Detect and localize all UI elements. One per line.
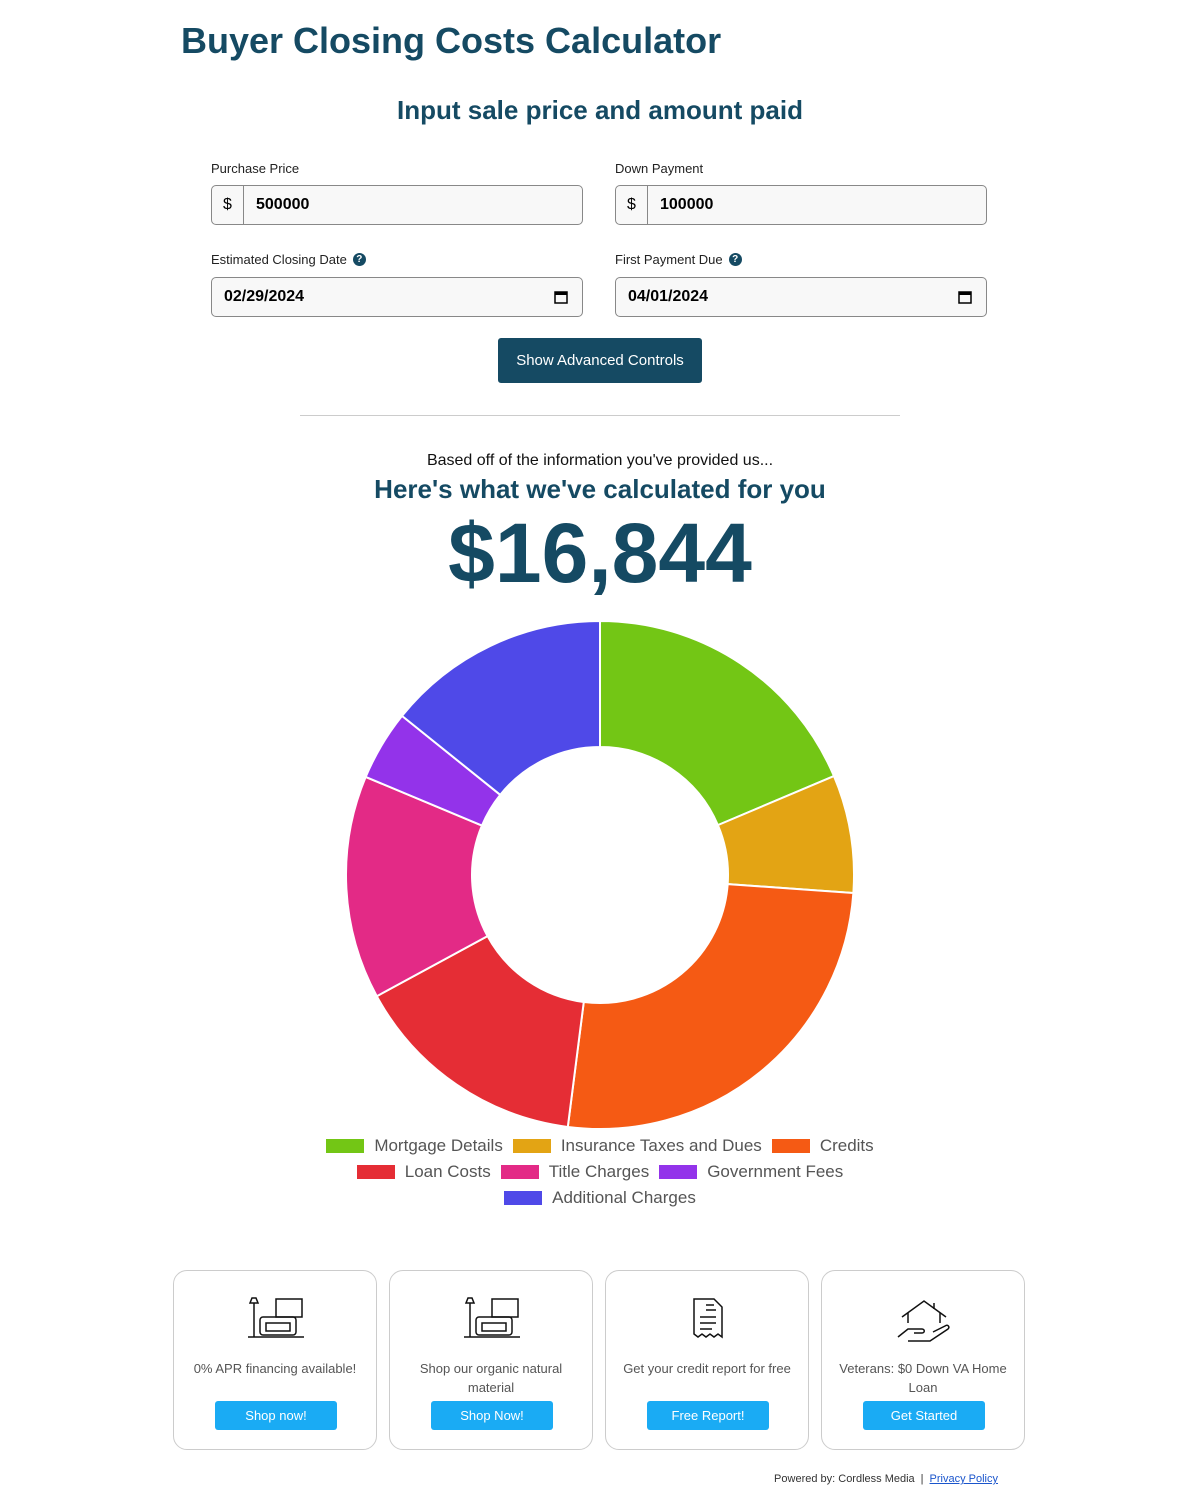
help-icon[interactable]: ?: [728, 253, 742, 266]
powered-by: Powered by: Cordless Media: [774, 1473, 915, 1485]
card-button[interactable]: Shop now!: [215, 1401, 337, 1430]
divider: [300, 415, 900, 416]
card-button[interactable]: Shop Now!: [431, 1401, 553, 1430]
help-icon[interactable]: ?: [352, 253, 366, 266]
results-heading: Here's what we've calculated for you: [374, 474, 826, 504]
legend-item[interactable]: Loan Costs: [356, 1162, 491, 1181]
calendar-icon[interactable]: [554, 290, 568, 304]
footer: Powered by: Cordless Media | Privacy Poli…: [774, 1473, 998, 1485]
sofa-icon: [464, 1297, 520, 1338]
input-prefix: $: [616, 186, 648, 224]
privacy-link[interactable]: Privacy Policy: [929, 1473, 998, 1485]
advanced-button[interactable]: Show Advanced Controls: [498, 338, 702, 383]
page-title: Buyer Closing Costs Calculator: [181, 20, 722, 61]
donut-slice[interactable]: [566, 883, 855, 1130]
legend-label: Credits: [819, 1136, 874, 1155]
legend-label: Additional Charges: [552, 1188, 696, 1207]
donut-slice[interactable]: [400, 619, 601, 797]
legend-item[interactable]: Government Fees: [659, 1162, 844, 1181]
legend-swatch: [326, 1139, 365, 1153]
field-label-row: First Payment Due?: [615, 252, 742, 267]
legend-label: Insurance Taxes and Dues: [560, 1136, 762, 1155]
promo-card: Get your credit report for free Free Rep…: [605, 1270, 809, 1450]
field-label: Purchase Price: [211, 161, 300, 176]
legend-item[interactable]: Credits: [771, 1136, 874, 1155]
legend-label: Title Charges: [548, 1162, 650, 1181]
donut-chart: [345, 619, 855, 1130]
total-cost: $16,844: [448, 506, 752, 600]
receipt-icon: [693, 1298, 723, 1339]
input-prefix: $: [212, 186, 244, 224]
legend-label: Loan Costs: [404, 1162, 491, 1181]
legend-label: Government Fees: [707, 1162, 844, 1181]
card-button[interactable]: Get Started: [863, 1401, 985, 1430]
field-label: First Payment Due: [615, 252, 723, 267]
promo-card: Veterans: $0 Down VA Home Loan Get Start…: [821, 1270, 1025, 1450]
legend-label: Mortgage Details: [374, 1136, 503, 1155]
calendar-icon[interactable]: [958, 290, 972, 304]
donut-slice[interactable]: [375, 934, 585, 1129]
text-input[interactable]: $100000: [615, 185, 987, 225]
text-input[interactable]: $500000: [211, 185, 583, 225]
donut-slice[interactable]: [345, 775, 489, 998]
card-text: Shop our organic natural material: [419, 1361, 563, 1395]
field-label: Estimated Closing Date: [211, 252, 347, 267]
legend-item[interactable]: Insurance Taxes and Dues: [512, 1136, 762, 1155]
legend-item[interactable]: Mortgage Details: [326, 1136, 503, 1155]
legend-swatch: [512, 1139, 551, 1153]
legend-swatch: [659, 1165, 698, 1179]
field-label: Down Payment: [615, 161, 704, 176]
card-button[interactable]: Free Report!: [647, 1401, 769, 1430]
input-value: 04/01/2024: [628, 288, 709, 305]
card-text: Veterans: $0 Down VA Home Loan: [839, 1361, 1007, 1395]
input-value: 02/29/2024: [224, 288, 305, 305]
legend-item[interactable]: Title Charges: [500, 1162, 650, 1181]
input-value: 500000: [256, 196, 310, 213]
legend-swatch: [504, 1191, 543, 1205]
input-value: 100000: [660, 196, 714, 213]
donut-slice[interactable]: [599, 619, 836, 827]
separator: |: [920, 1473, 924, 1485]
date-input[interactable]: 02/29/2024: [211, 277, 583, 317]
card-text: Get your credit report for free: [623, 1361, 791, 1376]
promo-card: 0% APR financing available! Shop now!: [173, 1270, 377, 1450]
card-text: 0% APR financing available!: [193, 1361, 357, 1376]
legend-swatch: [356, 1165, 395, 1179]
form-heading: Input sale price and amount paid: [397, 95, 803, 125]
results-intro: Based off of the information you've prov…: [426, 452, 774, 469]
promo-card: Shop our organic natural material Shop N…: [389, 1270, 593, 1450]
field-label-row: Estimated Closing Date?: [211, 252, 366, 267]
legend: Mortgage Details Insurance Taxes and Dues…: [320, 1136, 880, 1207]
legend-swatch: [500, 1165, 539, 1179]
legend-swatch: [771, 1139, 810, 1153]
sofa-icon: [248, 1297, 304, 1338]
date-input[interactable]: 04/01/2024: [615, 277, 987, 317]
legend-item[interactable]: Additional Charges: [504, 1188, 696, 1207]
house-hand-icon: [897, 1300, 950, 1342]
